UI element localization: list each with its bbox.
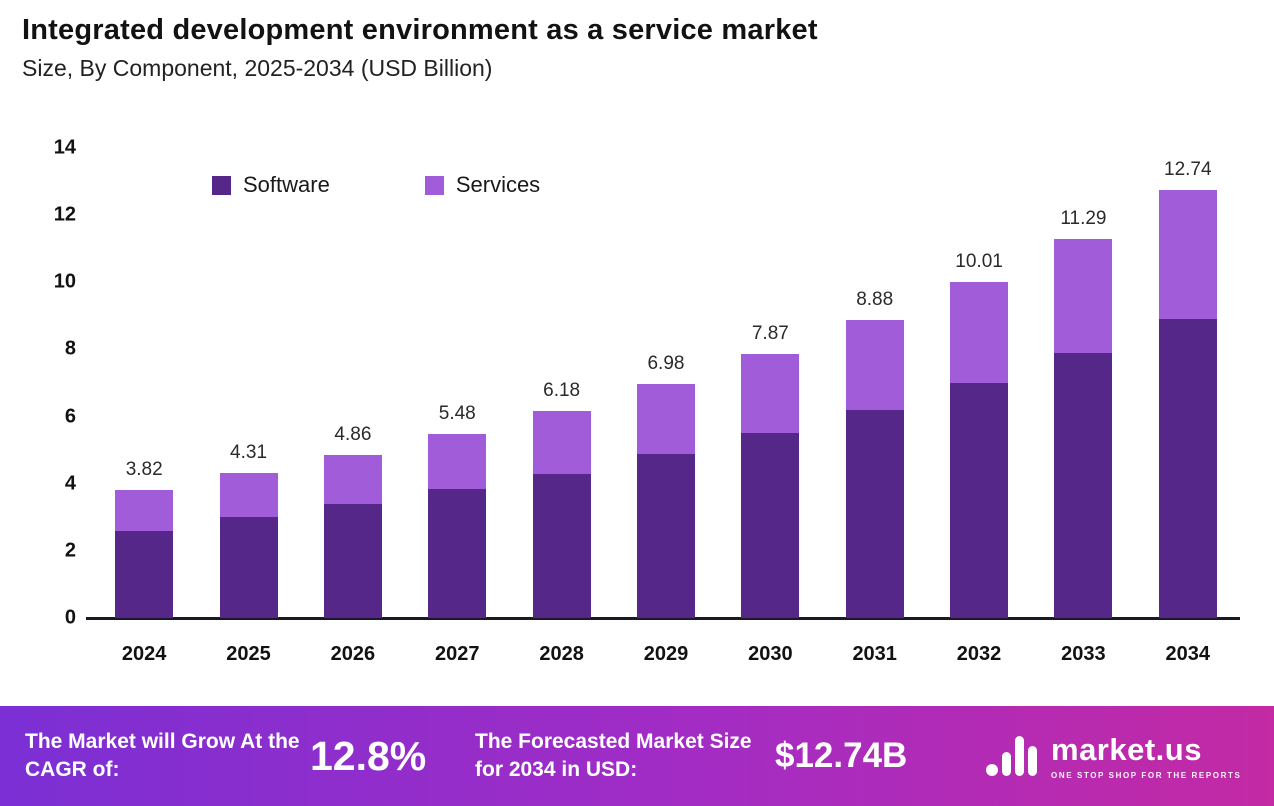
- bar-column-2027: 5.48 2027: [405, 148, 509, 665]
- logo-text-wrap: market.us ONE STOP SHOP FOR THE REPORTS: [1051, 732, 1241, 780]
- y-tick-label: 14: [53, 136, 76, 159]
- services-bar-segment: [636, 383, 695, 454]
- x-axis-label: 2027: [435, 643, 480, 665]
- x-axis-label: 2029: [643, 643, 689, 665]
- bar-column-2031: 8.88 2031: [823, 148, 927, 665]
- services-bar-segment: [1158, 190, 1217, 320]
- x-axis-line: [86, 617, 1240, 620]
- services-bar-segment: [323, 454, 382, 504]
- legend-swatch-icon: [212, 175, 231, 195]
- services-bar-segment: [845, 319, 904, 410]
- bar-total-label: 3.82: [125, 458, 163, 480]
- software-bar-segment: [845, 409, 904, 618]
- x-axis-label: 2033: [1061, 643, 1106, 665]
- bar-column-2033: 11.29 2033: [1031, 148, 1135, 665]
- y-tick-label: 12: [53, 203, 76, 226]
- software-bar-segment: [950, 383, 1009, 618]
- y-tick-label: 6: [64, 405, 76, 428]
- y-tick-label: 10: [53, 270, 76, 293]
- bar-stack: [636, 383, 695, 618]
- bar-stack: [428, 434, 487, 618]
- bar-stack: [323, 454, 382, 618]
- software-bar-segment: [323, 503, 382, 618]
- bar-total-label: 12.74: [1164, 159, 1212, 181]
- bar-total-label: 4.31: [230, 442, 268, 464]
- services-bar-segment: [428, 434, 487, 489]
- legend-item-services: Services: [424, 172, 541, 198]
- page-title: Integrated development environment as a …: [22, 14, 818, 46]
- software-bar-segment: [636, 453, 695, 618]
- software-bar-segment: [219, 517, 278, 618]
- software-bar-segment: [428, 488, 487, 618]
- plot-area: Software Services 3.82 2024 4.31 2025 4.86 202…: [86, 148, 1240, 665]
- legend-swatch-icon: [424, 175, 444, 195]
- bar-column-2028: 6.18 2028: [509, 148, 613, 665]
- bar-stack: [219, 473, 278, 618]
- y-tick-label: 8: [64, 337, 76, 360]
- bar-total-label: 11.29: [1060, 208, 1107, 229]
- forecast-label: The Forecasted Market Size for 2034 in U…: [475, 729, 752, 781]
- x-axis-label: 2024: [121, 643, 167, 665]
- chart-legend: Software Services: [212, 172, 540, 198]
- software-bar-segment: [115, 530, 174, 618]
- bar-total-label: 8.88: [856, 288, 894, 310]
- bar-stack: [845, 319, 904, 618]
- x-axis-label: 2034: [1165, 643, 1211, 665]
- footer-banner: The Market will Grow At the CAGR of: 12.…: [0, 706, 1274, 806]
- bar-stack: [532, 410, 591, 618]
- bar-total-label: 6.98: [647, 352, 685, 374]
- bar-column-2032: 10.01 2032: [927, 148, 1031, 665]
- bar-total-label: 7.87: [751, 322, 789, 344]
- cagr-value: 12.8%: [310, 732, 427, 779]
- services-bar-segment: [219, 473, 278, 518]
- y-tick-label: 4: [64, 472, 76, 495]
- bar-total-label: 6.18: [543, 379, 581, 401]
- bar-total-label: 10.01: [955, 250, 1003, 272]
- software-bar-segment: [1158, 319, 1217, 618]
- software-bar-segment: [1054, 352, 1113, 618]
- bar-column-2030: 7.87 2030: [718, 148, 822, 665]
- y-tick-label: 2: [64, 539, 76, 562]
- legend-item-software: Software: [212, 172, 330, 198]
- x-axis-label: 2028: [539, 643, 584, 665]
- stacked-bar-chart: 0 2 4 6 8 10 12 14 Software Services 3.82 2024 4.3…: [24, 137, 1240, 665]
- x-axis-label: 2025: [226, 643, 271, 665]
- bar-column-2024: 3.82 2024: [92, 148, 196, 665]
- software-bar-segment: [741, 433, 800, 618]
- chart-subtitle: Size, By Component, 2025-2034 (USD Billi…: [22, 55, 493, 81]
- bar-column-2029: 6.98 2029: [614, 148, 718, 665]
- cagr-label: The Market will Grow At the CAGR of:: [25, 729, 300, 781]
- bar-column-2034: 12.74 2034: [1136, 148, 1240, 665]
- chart-header: Integrated development environment as a …: [22, 14, 1252, 82]
- services-bar-segment: [1054, 239, 1113, 353]
- bar-stack: [741, 353, 800, 618]
- bar-stack: [1158, 190, 1217, 618]
- x-axis-label: 2026: [330, 643, 376, 665]
- bar-stack: [1054, 239, 1113, 618]
- services-bar-segment: [532, 410, 591, 474]
- bar-total-label: 5.48: [438, 403, 476, 425]
- bar-stack: [950, 281, 1009, 618]
- x-axis-label: 2030: [748, 643, 793, 665]
- legend-label: Software: [243, 172, 330, 197]
- services-bar-segment: [741, 353, 800, 434]
- logo-tagline: ONE STOP SHOP FOR THE REPORTS: [1051, 771, 1242, 780]
- x-axis-label: 2031: [852, 643, 897, 665]
- bar-stack: [115, 489, 174, 618]
- bar-column-2025: 4.31 2025: [196, 148, 300, 665]
- y-axis: 0 2 4 6 8 10 12 14: [24, 137, 76, 629]
- bar-column-2026: 4.86 2026: [301, 148, 405, 665]
- forecast-value: $12.74B: [775, 736, 908, 775]
- software-bar-segment: [532, 473, 591, 618]
- legend-label: Services: [455, 172, 541, 197]
- market-us-logo-icon: [986, 736, 1037, 776]
- y-tick-label: 0: [64, 606, 76, 629]
- bar-total-label: 4.86: [334, 423, 372, 445]
- logo-text: market.us: [1051, 732, 1202, 767]
- services-bar-segment: [115, 489, 174, 531]
- x-axis-label: 2032: [956, 643, 1002, 665]
- market-us-logo: market.us ONE STOP SHOP FOR THE REPORTS: [985, 728, 1241, 784]
- services-bar-segment: [950, 281, 1009, 383]
